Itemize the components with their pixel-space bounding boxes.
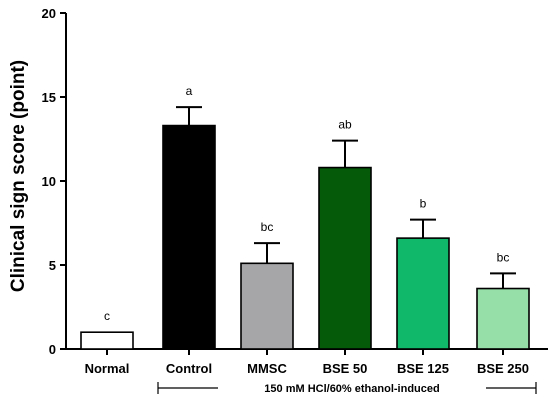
significance-label: ab <box>338 118 352 132</box>
y-tick-label: 20 <box>42 6 56 21</box>
category-labels: Normal Control MMSC BSE 50 BSE 125 BSE 250 <box>85 361 529 376</box>
significance-label: bc <box>261 220 274 234</box>
significance-labels: c a bc ab b bc <box>104 84 509 323</box>
axes <box>65 13 548 355</box>
category-label: Normal <box>85 361 130 376</box>
y-tick-label: 10 <box>42 174 56 189</box>
group-bracket: 150 mM HCl/60% ethanol-induced <box>157 382 537 395</box>
significance-label: b <box>420 197 427 211</box>
significance-label: a <box>186 84 193 98</box>
y-tick-label: 15 <box>42 90 56 105</box>
bar-bse-250 <box>476 287 530 350</box>
bar-mmsc <box>240 262 294 350</box>
error-bars <box>176 106 516 289</box>
category-label: BSE 250 <box>477 361 529 376</box>
bar-control <box>162 124 216 350</box>
bar-bse-125 <box>396 237 450 350</box>
bar-normal <box>80 331 134 350</box>
category-label: Control <box>166 361 212 376</box>
significance-label: c <box>104 309 110 323</box>
significance-label: bc <box>497 250 510 264</box>
y-axis-label: Clinical sign score (point) <box>8 60 29 292</box>
y-tick-label: 5 <box>49 258 56 273</box>
bar-bse-50 <box>318 166 372 350</box>
y-axis-ticks: 0 5 10 15 20 <box>42 6 66 357</box>
category-label: BSE 50 <box>323 361 368 376</box>
group-label: 150 mM HCl/60% ethanol-induced <box>264 383 439 395</box>
category-label: MMSC <box>247 361 287 376</box>
bars <box>80 124 530 350</box>
y-tick-label: 0 <box>49 342 56 357</box>
category-label: BSE 125 <box>397 361 449 376</box>
